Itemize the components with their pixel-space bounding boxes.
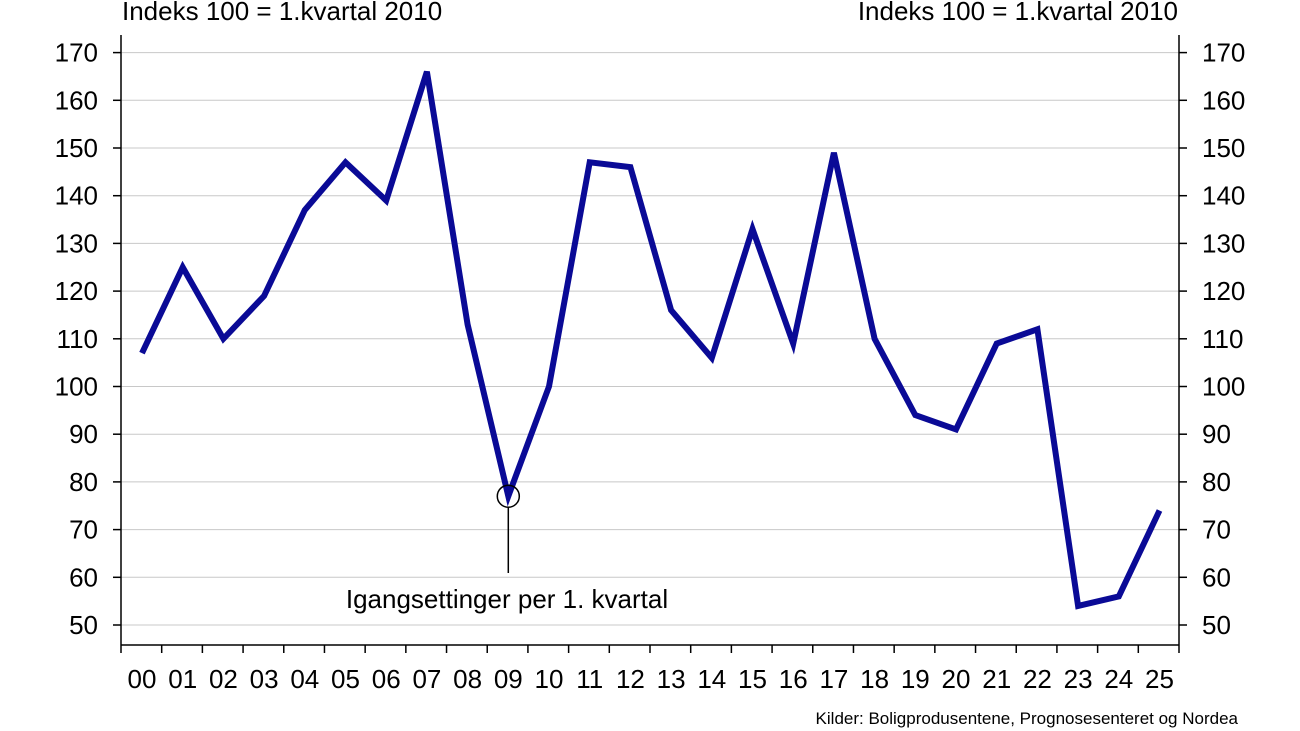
x-tick-label: 19	[901, 664, 930, 694]
left-y-tick-label: 130	[55, 228, 98, 258]
series-line-0	[139, 70, 1163, 610]
x-tick-label: 06	[372, 664, 401, 694]
right-y-tick-label: 110	[1202, 324, 1243, 354]
x-tick-label: 16	[779, 664, 808, 694]
right-y-tick-label: 150	[1202, 133, 1245, 163]
annotation-marker	[496, 484, 521, 508]
axes	[113, 35, 1187, 653]
left-y-tick-label: 100	[55, 372, 98, 402]
x-tick-label: 24	[1104, 664, 1133, 694]
x-tick-labels: 00 01 02 03 04 05 06 07 08 09 10 11 12 13 14 15 16 17 18 19…	[128, 664, 1174, 694]
right-y-tick-label: 120	[1202, 276, 1245, 306]
annotation-group: Igangsettinger per 1. kvartal	[346, 484, 668, 614]
left-y-tick-label: 110	[57, 324, 98, 354]
right-y-tick-label: 140	[1202, 181, 1245, 211]
left-y-tick-label: 160	[55, 85, 98, 115]
right-y-tick-label: 70	[1202, 515, 1231, 545]
left-y-tick-label: 120	[55, 276, 98, 306]
right-axis-unit-label: Indeks 100 = 1.kvartal 2010	[857, 0, 1178, 26]
left-y-tick-label: 90	[69, 419, 98, 449]
x-tick-label: 17	[819, 664, 848, 694]
gridlines	[121, 52, 1179, 626]
x-tick-label: 00	[128, 664, 157, 694]
x-tick-label: 05	[331, 664, 360, 694]
x-tick-label: 13	[657, 664, 686, 694]
left-y-tick-labels: 50 60 70 80 90 100 110 120 130 140 150 160 170	[55, 38, 98, 640]
x-tick-label: 09	[494, 664, 523, 694]
right-y-tick-label: 130	[1202, 228, 1245, 258]
left-y-tick-label: 140	[55, 181, 98, 211]
x-tick-label: 14	[697, 664, 726, 694]
x-tick-label: 10	[535, 664, 564, 694]
right-y-tick-label: 100	[1202, 372, 1245, 402]
x-tick-label: 22	[1023, 664, 1052, 694]
right-y-tick-label: 50	[1202, 610, 1231, 640]
x-tick-label: 08	[453, 664, 482, 694]
x-tick-label: 25	[1145, 664, 1174, 694]
left-y-tick-label: 80	[69, 467, 98, 497]
source-note: Kilder: Boligprodusentene, Prognosesente…	[815, 709, 1238, 728]
annotation-label: Igangsettinger per 1. kvartal	[346, 584, 668, 614]
x-tick-label: 11	[576, 664, 603, 694]
x-tick-label: 02	[209, 664, 238, 694]
x-tick-label: 15	[738, 664, 767, 694]
x-tick-label: 18	[860, 664, 889, 694]
left-y-tick-label: 70	[69, 515, 98, 545]
right-y-tick-labels: 50 60 70 80 90 100 110 120 130 140 150 160 170	[1202, 38, 1245, 640]
x-tick-label: 12	[616, 664, 645, 694]
left-y-tick-label: 50	[69, 610, 98, 640]
x-tick-label: 04	[290, 664, 319, 694]
right-y-tick-label: 170	[1202, 38, 1245, 68]
x-tick-label: 23	[1064, 664, 1093, 694]
right-y-tick-label: 160	[1202, 85, 1245, 115]
left-y-tick-label: 60	[69, 562, 98, 592]
right-y-tick-label: 80	[1202, 467, 1231, 497]
x-tick-label: 21	[982, 664, 1011, 694]
left-axis-unit-label: Indeks 100 = 1.kvartal 2010	[122, 0, 443, 26]
x-tick-label: 07	[412, 664, 441, 694]
x-tick-label: 03	[250, 664, 279, 694]
left-y-tick-label: 150	[55, 133, 98, 163]
x-tick-label: 01	[168, 664, 197, 694]
series-group	[139, 70, 1163, 610]
right-y-tick-label: 60	[1202, 562, 1231, 592]
x-tick-label: 20	[942, 664, 971, 694]
left-y-tick-label: 170	[55, 38, 98, 68]
right-y-tick-label: 90	[1202, 419, 1231, 449]
